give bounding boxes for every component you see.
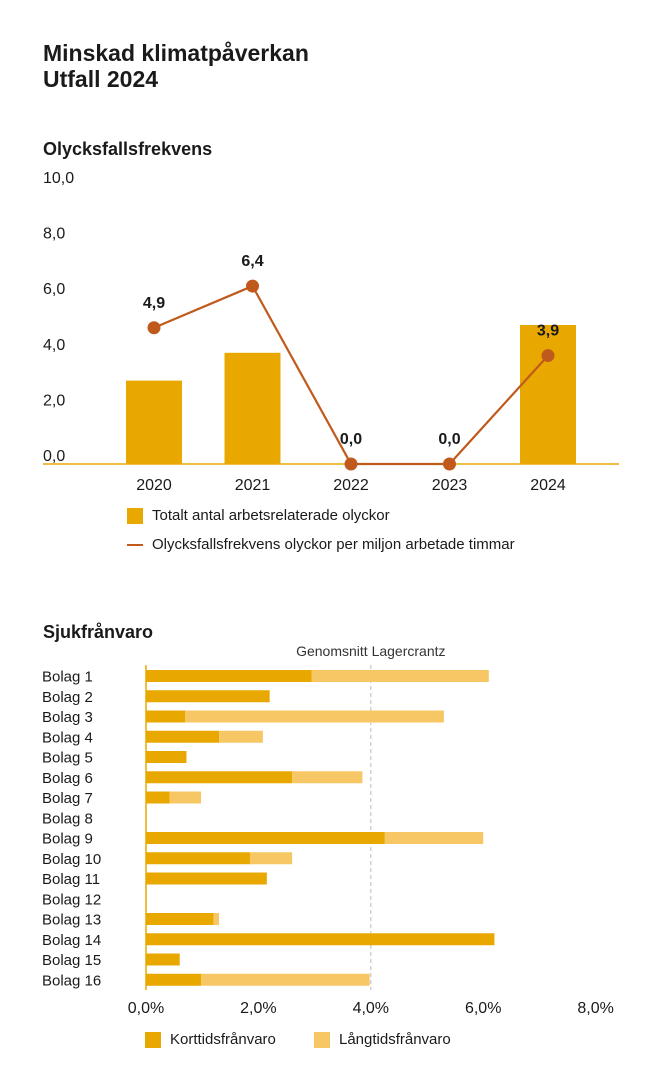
- x-tick-label: 2024: [530, 477, 566, 494]
- frequency-data-label: 6,4: [241, 253, 263, 270]
- x-tick-label: 2023: [432, 477, 468, 494]
- category-label: Bolag 7: [42, 790, 93, 807]
- bar-long-Bolag 13: [213, 913, 220, 925]
- category-label: Bolag 16: [42, 972, 101, 989]
- legend-swatch-bar: [127, 507, 143, 524]
- legend-label-long: Långtidsfrånvaro: [339, 1031, 451, 1048]
- frequency-point-2023: [443, 457, 456, 471]
- y-tick-label: 2,0: [43, 392, 65, 409]
- bar-short-Bolag 13: [146, 913, 214, 925]
- category-label: Bolag 8: [42, 810, 93, 827]
- frequency-point-2022: [344, 457, 358, 471]
- bar-short-Bolag 11: [146, 872, 267, 885]
- bar-short-Bolag 3: [146, 710, 186, 723]
- category-label: Bolag 10: [42, 851, 101, 868]
- x-tick-label: 4,0%: [353, 1000, 389, 1017]
- frequency-point-2021: [246, 279, 259, 293]
- chart1-title: Olycksfallsfrekvens: [43, 139, 213, 159]
- chart2-title: Sjukfrånvaro: [43, 622, 154, 642]
- x-tick-label: 2,0%: [240, 1000, 276, 1017]
- x-tick-label: 6,0%: [465, 1000, 501, 1017]
- y-tick-label: 8,0: [43, 226, 65, 243]
- bar-long-Bolag 3: [185, 710, 444, 723]
- legend-label-short: Korttidsfrånvaro: [170, 1031, 276, 1048]
- bar-long-Bolag 16: [201, 973, 370, 986]
- bar-long-Bolag 9: [384, 832, 484, 844]
- sick-leave-chart: Genomsnitt Lagercrantz Bolag 1 Bolag 2 Bola…: [42, 643, 614, 1017]
- category-label: Bolag 6: [42, 770, 93, 787]
- category-label: Bolag 1: [42, 669, 93, 686]
- bar-short-Bolag 14: [146, 933, 495, 946]
- frequency-data-label: 4,9: [143, 295, 165, 312]
- legend-label-line: Olycksfallsfrekvens olyckor per miljon a…: [152, 536, 515, 553]
- legend-swatch-line: [127, 543, 143, 546]
- title-line-1: Minskad klimatpåverkan: [43, 40, 309, 66]
- legend-swatch-short: [145, 1031, 161, 1048]
- bar-short-Bolag 4: [146, 730, 220, 743]
- bar-long-Bolag 7: [169, 791, 202, 804]
- bar-long-Bolag 1: [311, 670, 489, 682]
- bar-short-Bolag 1: [146, 670, 312, 682]
- bar-short-Bolag 6: [146, 771, 293, 784]
- category-label: Bolag 4: [42, 729, 93, 746]
- x-tick-label: 8,0%: [577, 1000, 613, 1017]
- accident-frequency-chart: 0,0 2,0 4,0 6,0 8,0 10,0 2020 2021 2022 2023 2024 4…: [43, 170, 619, 494]
- page-title: Minskad klimatpåverkan Utfall 2024: [43, 40, 309, 92]
- category-label: Bolag 9: [42, 831, 93, 848]
- bar-2020: [126, 380, 182, 464]
- y-tick-label: 0,0: [43, 448, 65, 465]
- bar-short-Bolag 16: [146, 973, 202, 986]
- bar-short-Bolag 2: [146, 690, 270, 703]
- y-tick-label: 4,0: [43, 337, 65, 354]
- category-label: Bolag 12: [42, 891, 101, 908]
- bar-2024: [520, 325, 576, 464]
- bar-short-Bolag 5: [146, 751, 187, 763]
- bar-2021: [224, 352, 281, 464]
- frequency-point-2024: [541, 349, 555, 363]
- bar-long-Bolag 10: [249, 852, 293, 865]
- chart2-legend-short: Korttidsfrånvaro: [145, 1031, 276, 1048]
- frequency-data-label: 0,0: [340, 431, 362, 448]
- x-tick-label: 2020: [136, 477, 172, 494]
- x-tick-label: 2021: [235, 477, 271, 494]
- category-label: Bolag 11: [42, 871, 100, 888]
- category-label: Bolag 5: [42, 750, 93, 767]
- frequency-data-label: 0,0: [438, 431, 460, 448]
- x-tick-label: 0,0%: [128, 1000, 164, 1017]
- category-label: Bolag 15: [42, 952, 101, 969]
- category-label: Bolag 14: [42, 932, 101, 949]
- legend-label-bar: Totalt antal arbetsrelaterade olyckor: [152, 507, 390, 524]
- frequency-data-label: 3,9: [537, 323, 559, 340]
- reference-label: Genomsnitt Lagercrantz: [296, 643, 445, 659]
- x-tick-label: 2022: [333, 477, 369, 494]
- category-label: Bolag 3: [42, 709, 93, 726]
- bar-short-Bolag 7: [146, 791, 170, 804]
- bar-long-Bolag 4: [219, 730, 263, 743]
- legend-swatch-long: [314, 1031, 330, 1048]
- title-line-2: Utfall 2024: [43, 66, 159, 92]
- chart1-legend-bar: Totalt antal arbetsrelaterade olyckor: [127, 507, 390, 524]
- bar-long-Bolag 6: [292, 771, 363, 784]
- chart1-legend-line: Olycksfallsfrekvens olyckor per miljon a…: [127, 536, 515, 553]
- chart2-legend-long: Långtidsfrånvaro: [314, 1031, 451, 1048]
- bar-short-Bolag 15: [146, 953, 180, 966]
- bar-short-Bolag 10: [146, 852, 250, 865]
- bar-short-Bolag 9: [146, 832, 385, 844]
- y-tick-label: 10,0: [43, 170, 74, 187]
- frequency-point-2020: [147, 321, 161, 335]
- category-label: Bolag 2: [42, 689, 93, 706]
- category-label: Bolag 13: [42, 912, 101, 929]
- y-tick-label: 6,0: [43, 281, 65, 298]
